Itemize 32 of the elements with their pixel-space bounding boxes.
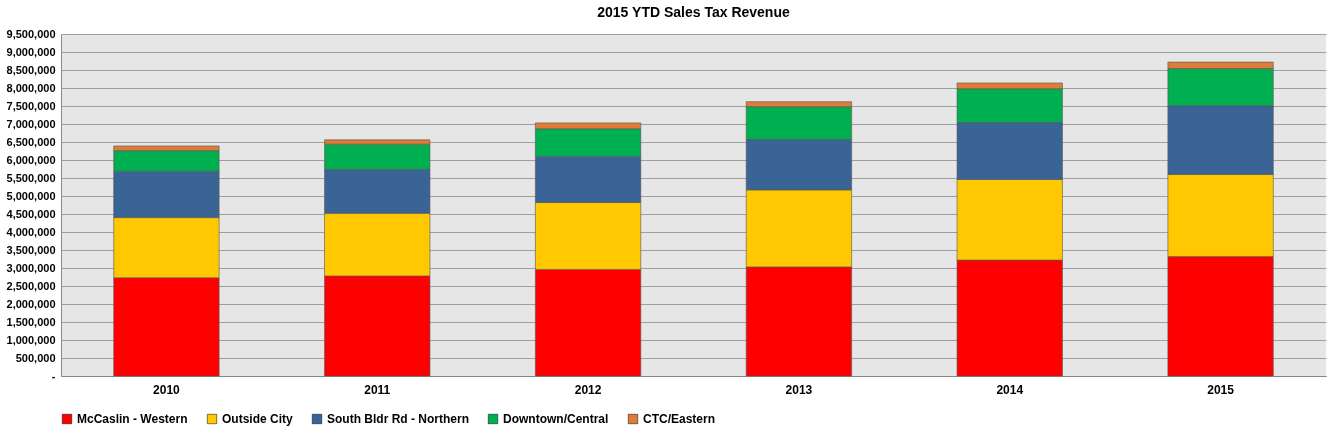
x-tick-label: 2014 [996,382,1024,397]
y-tick-label: 4,000,000 [6,225,56,238]
y-tick-label: 8,500,000 [6,63,56,76]
y-tick-label: 7,500,000 [6,99,56,112]
x-tick-label: 2013 [785,382,813,397]
x-tick-label: 2011 [364,382,391,397]
y-tick-label: 3,500,000 [6,243,56,256]
legend-label: Outside City [222,412,293,426]
y-tick-label: 3,000,000 [6,261,56,274]
y-tick-label: 2,000,000 [6,297,56,310]
legend-label: Downtown/Central [503,412,609,426]
x-tick-label: 2012 [574,382,602,397]
y-tick-label: 2,500,000 [6,279,56,292]
x-tick-label: 2015 [1207,382,1235,397]
y-tick-label: 9,500,000 [6,27,56,40]
y-tick-label: 5,500,000 [6,171,56,184]
y-tick-label: 1,500,000 [6,315,56,328]
y-tick-label: 6,500,000 [6,135,56,148]
y-tick-label: 8,000,000 [6,81,56,94]
y-tick-label: 9,000,000 [6,45,56,58]
y-tick-label: 4,500,000 [6,207,56,220]
legend-label: McCaslin - Western [77,412,188,426]
y-tick-label: 1,000,000 [6,333,56,346]
chart-title: 2015 YTD Sales Tax Revenue [597,4,790,20]
y-tick-label: - [51,369,56,382]
y-tick-label: 7,000,000 [6,117,56,130]
y-tick-label: 500,000 [15,351,56,364]
legend-label: South Bldr Rd - Northern [327,412,469,426]
y-tick-label: 6,000,000 [6,153,56,166]
legend-label: CTC/Eastern [643,412,716,426]
y-tick-label: 5,000,000 [6,189,56,202]
x-tick-label: 2010 [153,382,181,397]
